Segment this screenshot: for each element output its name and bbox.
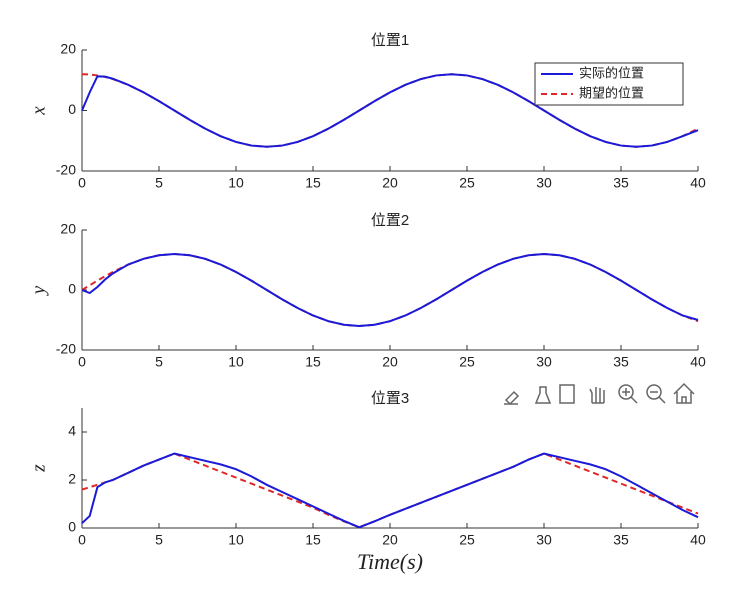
series-line — [81, 252, 699, 328]
x-tick-label: 25 — [459, 354, 475, 370]
y-tick-label: 4 — [68, 423, 76, 439]
x-tick-label: 20 — [382, 532, 398, 548]
tool-home[interactable] — [673, 382, 695, 404]
x-tick-label: 20 — [382, 354, 398, 370]
tool-zoom-out-glyph — [650, 391, 666, 404]
x-tick-label: 35 — [613, 175, 629, 191]
y-axis-label: y — [28, 285, 49, 296]
y-tick-label: 20 — [60, 41, 76, 57]
tool-zoom-out[interactable] — [646, 384, 662, 400]
legend-label: 期望的位置 — [579, 85, 644, 100]
x-tick-label: 0 — [78, 354, 86, 370]
y-tick-label: -20 — [56, 341, 76, 357]
x-tick-label: 15 — [305, 175, 321, 191]
x-tick-label: 35 — [613, 354, 629, 370]
x-tick-label: 5 — [155, 532, 163, 548]
tool-datatip[interactable] — [559, 384, 575, 404]
x-tick-label: 0 — [78, 175, 86, 191]
tool-export[interactable] — [504, 390, 520, 406]
y-tick-label: 2 — [68, 471, 76, 487]
x-tick-label: 10 — [228, 354, 244, 370]
x-axis-label: Time(s) — [357, 549, 423, 574]
tool-brush[interactable] — [534, 386, 552, 404]
y-tick-label: 0 — [68, 101, 76, 117]
y-axis-label: z — [28, 464, 49, 473]
x-tick-label: 25 — [459, 175, 475, 191]
toolbar — [504, 382, 695, 406]
chart-title: 位置1 — [371, 32, 409, 49]
legend-label: 实际的位置 — [579, 65, 644, 80]
legend-box — [534, 62, 684, 106]
series-line — [81, 452, 699, 529]
x-tick-label: 10 — [228, 532, 244, 548]
y-axis-label: x — [28, 106, 49, 116]
x-tick-label: 30 — [536, 175, 552, 191]
y-tick-label: 0 — [68, 281, 76, 297]
x-tick-label: 25 — [459, 532, 475, 548]
x-tick-label: 40 — [690, 532, 706, 548]
x-tick-label: 40 — [690, 175, 706, 191]
x-tick-label: 35 — [613, 532, 629, 548]
x-tick-label: 10 — [228, 175, 244, 191]
x-tick-label: 20 — [382, 175, 398, 191]
chart-title: 位置3 — [371, 390, 409, 407]
x-tick-label: 5 — [155, 354, 163, 370]
tool-zoom-in-glyph — [622, 388, 638, 404]
tool-pan[interactable] — [589, 387, 605, 404]
x-tick-label: 40 — [690, 354, 706, 370]
x-tick-label: 15 — [305, 354, 321, 370]
series-line — [81, 73, 699, 148]
x-tick-label: 15 — [305, 532, 321, 548]
x-tick-label: 30 — [536, 532, 552, 548]
x-tick-label: 0 — [78, 532, 86, 548]
y-tick-label: -20 — [56, 162, 76, 178]
x-tick-label: 30 — [536, 354, 552, 370]
chart-title: 位置2 — [371, 212, 409, 229]
x-tick-label: 5 — [155, 175, 163, 191]
tool-zoom-in[interactable] — [618, 384, 634, 400]
y-tick-label: 0 — [68, 519, 76, 535]
y-tick-label: 20 — [60, 221, 76, 237]
